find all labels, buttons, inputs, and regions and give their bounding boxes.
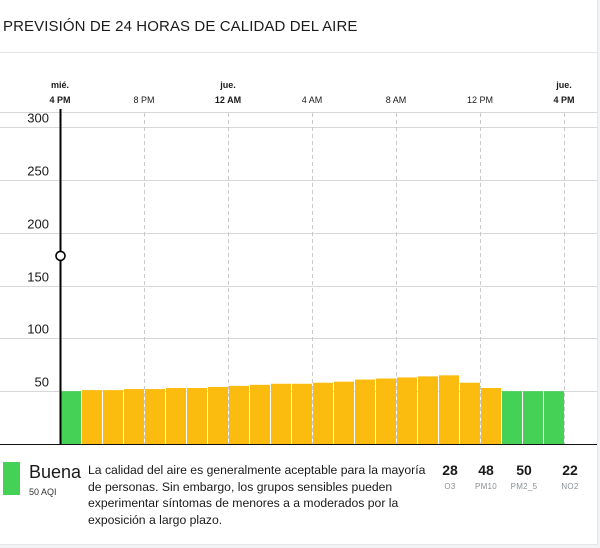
forecast-bar — [292, 383, 312, 444]
forecast-bars — [0, 375, 597, 445]
forecast-bar — [271, 383, 291, 444]
pollutant-name: NO2 — [561, 482, 579, 491]
x-axis-labels: mié. 4 PM 8 PM jue. 12 AM 4 AM 8 AM 12 PM jue. 4 … — [49, 80, 574, 105]
y-tick-label-250: 250 — [27, 164, 49, 179]
x-time-label: 12 AM — [215, 95, 241, 105]
forecast-bar — [250, 384, 270, 444]
forecast-bar — [481, 387, 501, 444]
y-tick-label-300: 300 — [27, 111, 49, 126]
y-tick-label-100: 100 — [27, 322, 49, 337]
aqi-description: La calidad del aire es generalmente acep… — [88, 463, 426, 527]
x-time-label: 4 PM — [49, 95, 70, 105]
forecast-bar — [334, 381, 354, 444]
x-day-label: jue. — [555, 80, 572, 90]
forecast-bar — [166, 387, 186, 444]
current-time-handle — [55, 250, 66, 262]
x-time-label: 8 PM — [133, 95, 154, 105]
pollutant-pm2-5: 50 PM2_5 — [504, 462, 544, 491]
forecast-bar — [208, 386, 228, 444]
forecast-bar — [187, 387, 207, 444]
x-time-label: 12 PM — [467, 95, 493, 105]
x-time-label: 4 PM — [553, 95, 574, 105]
forecast-bar — [145, 389, 165, 444]
x-day-label: jue. — [219, 80, 236, 90]
forecast-chart: 50 100 150 200 250 300 mié. 4 PM 8 PM jue. 12 AM 4… — [0, 80, 597, 445]
y-tick-label-150: 150 — [27, 270, 49, 285]
forecast-bar — [460, 382, 480, 444]
pollutant-name: PM10 — [474, 482, 498, 491]
aqi-color-swatch — [3, 462, 20, 495]
pollutant-name: PM2_5 — [510, 482, 538, 491]
x-time-label: 8 AM — [386, 95, 407, 105]
forecast-bar — [229, 385, 249, 444]
pollutant-value: 22 — [562, 462, 578, 478]
forecast-bar — [124, 389, 144, 444]
forecast-bar — [523, 391, 543, 444]
pollutant-pm10: 48 PM10 — [466, 462, 506, 491]
card-title: PREVISIÓN DE 24 HORAS DE CALIDAD DEL AIR… — [3, 18, 358, 35]
aqi-value-label: 50 AQI — [29, 487, 57, 497]
y-axis-labels: 50 100 150 200 250 300 — [27, 111, 49, 390]
pollutant-no2: 22 NO2 — [550, 462, 590, 491]
forecast-bar — [544, 391, 564, 444]
x-day-label: mié. — [51, 80, 69, 90]
pollutant-name: O3 — [444, 482, 456, 491]
pollutant-value: 28 — [442, 462, 458, 478]
forecast-bar — [439, 375, 459, 444]
pollutant-o3: 28 O3 — [430, 462, 470, 491]
aqi-category-label: Buena — [29, 462, 82, 482]
vertical-gridlines — [144, 113, 565, 444]
aqi-summary: Buena 50 AQI La calidad del aire es gene… — [0, 458, 597, 544]
forecast-bar — [355, 379, 375, 444]
forecast-bar — [418, 376, 438, 444]
y-tick-label-50: 50 — [35, 375, 49, 390]
current-time-marker[interactable] — [55, 109, 66, 444]
x-time-label: 4 AM — [302, 95, 323, 105]
y-tick-label-200: 200 — [27, 217, 49, 232]
horizontal-gridlines — [0, 112, 597, 392]
forecast-bar — [103, 390, 123, 444]
forecast-bar — [376, 378, 396, 444]
forecast-bar — [397, 377, 417, 444]
forecast-bar — [502, 391, 522, 444]
forecast-bar — [82, 390, 102, 444]
card-header: PREVISIÓN DE 24 HORAS DE CALIDAD DEL AIR… — [0, 0, 597, 53]
pollutant-value: 48 — [478, 462, 494, 478]
forecast-bar — [313, 382, 333, 444]
forecast-bar — [61, 391, 81, 444]
pollutant-value: 50 — [516, 462, 532, 478]
